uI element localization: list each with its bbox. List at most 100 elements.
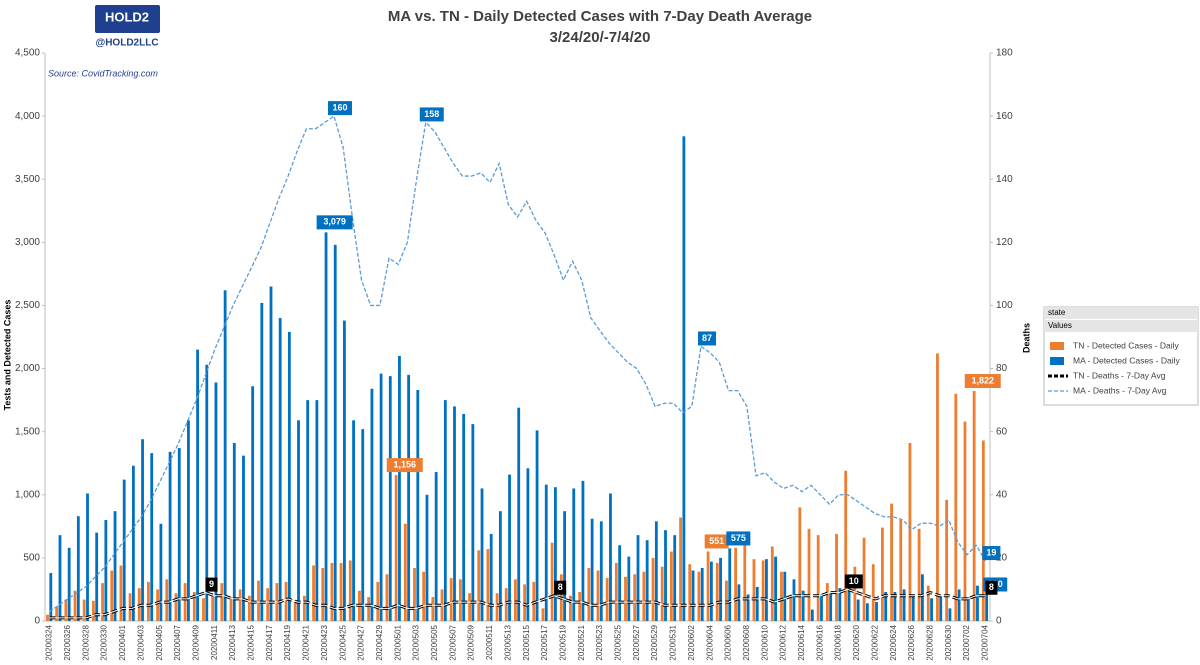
bar bbox=[339, 562, 343, 621]
bar bbox=[352, 420, 355, 621]
y-tick-label: 1,000 bbox=[15, 489, 40, 500]
bar bbox=[159, 523, 163, 621]
bar bbox=[871, 564, 875, 621]
bar bbox=[333, 244, 337, 621]
bar bbox=[605, 578, 609, 621]
x-tick-label: 20200523 bbox=[595, 624, 604, 660]
x-tick-label: 20200401 bbox=[118, 624, 127, 660]
bar bbox=[596, 570, 600, 621]
y2-tick-label: 60 bbox=[996, 426, 1008, 437]
bar bbox=[783, 571, 787, 621]
bar bbox=[361, 429, 365, 621]
y2-tick-label: 160 bbox=[996, 111, 1013, 122]
bar bbox=[489, 533, 493, 621]
bar bbox=[504, 588, 508, 621]
bar bbox=[407, 374, 411, 621]
x-tick-label: 20200602 bbox=[687, 624, 696, 660]
logo: HOLD2 bbox=[105, 9, 149, 24]
bar bbox=[422, 571, 426, 621]
bar bbox=[498, 511, 502, 621]
data-label-box bbox=[704, 534, 729, 549]
bar bbox=[205, 364, 209, 621]
bar bbox=[394, 475, 398, 621]
logo-box bbox=[95, 5, 160, 33]
legend-header[interactable] bbox=[1044, 307, 1198, 319]
bar bbox=[853, 566, 857, 621]
legend-subheader bbox=[1044, 320, 1198, 332]
bar bbox=[581, 480, 585, 621]
x-tick-label: 20200515 bbox=[522, 624, 531, 660]
data-label-box bbox=[985, 580, 998, 595]
y-tick-label: 3,500 bbox=[15, 174, 40, 185]
bar bbox=[251, 386, 255, 621]
bar bbox=[297, 420, 300, 621]
bar bbox=[948, 608, 952, 621]
bar bbox=[719, 557, 722, 621]
bar bbox=[119, 565, 123, 621]
bar bbox=[443, 400, 447, 621]
data-label: 19 bbox=[986, 547, 996, 557]
bar bbox=[477, 550, 481, 621]
bar bbox=[220, 583, 224, 621]
bar bbox=[196, 349, 200, 621]
bar bbox=[278, 318, 282, 621]
bar bbox=[917, 528, 921, 621]
bar bbox=[462, 413, 466, 621]
bar bbox=[697, 571, 701, 621]
bar bbox=[963, 421, 967, 621]
bar bbox=[287, 331, 291, 621]
legend-swatch bbox=[1050, 357, 1064, 365]
data-label: 10 bbox=[849, 576, 859, 586]
bar bbox=[743, 538, 747, 621]
bar bbox=[523, 584, 526, 621]
data-label: 158 bbox=[424, 109, 439, 119]
chart-subtitle: 3/24/20/-7/4/20 bbox=[550, 29, 651, 46]
bar bbox=[434, 472, 438, 621]
bar bbox=[728, 548, 732, 621]
x-tick-label: 20200630 bbox=[944, 624, 953, 660]
bar bbox=[654, 521, 658, 621]
y-tick-label: 4,500 bbox=[15, 48, 40, 59]
x-tick-label: 20200413 bbox=[228, 624, 237, 660]
bar bbox=[376, 581, 380, 621]
bar bbox=[807, 528, 811, 621]
bar bbox=[269, 286, 273, 621]
bar bbox=[514, 579, 517, 621]
x-tick-label: 20200419 bbox=[283, 624, 292, 660]
bar bbox=[449, 578, 453, 621]
bar bbox=[150, 453, 154, 621]
x-tick-label: 20200610 bbox=[760, 624, 769, 660]
y-tick-label: 1,500 bbox=[15, 426, 40, 437]
data-label-box bbox=[964, 374, 1001, 389]
data-label-box bbox=[844, 574, 863, 589]
bar bbox=[572, 488, 576, 621]
x-tick-label: 20200330 bbox=[100, 624, 109, 660]
bar bbox=[761, 560, 765, 621]
bar bbox=[86, 493, 89, 621]
bar bbox=[664, 530, 667, 621]
legend-subtitle: Values bbox=[1048, 321, 1072, 330]
bar bbox=[147, 581, 150, 621]
data-label: 3,079 bbox=[323, 217, 346, 227]
bar bbox=[578, 591, 582, 621]
bar bbox=[458, 579, 462, 621]
data-label-box bbox=[982, 546, 1001, 561]
bar bbox=[844, 470, 848, 621]
bar bbox=[734, 547, 738, 621]
x-tick-label: 20200407 bbox=[173, 624, 182, 660]
bar bbox=[563, 511, 566, 621]
data-label-box bbox=[419, 107, 444, 122]
x-tick-label: 20200531 bbox=[669, 624, 678, 660]
x-tick-label: 20200409 bbox=[191, 624, 200, 660]
bar bbox=[223, 290, 227, 621]
y2-tick-label: 120 bbox=[996, 237, 1013, 248]
y2-tick-label: 140 bbox=[996, 174, 1013, 185]
y-tick-label: 3,000 bbox=[15, 237, 40, 248]
x-tick-label: 20200425 bbox=[338, 624, 347, 660]
bar bbox=[966, 597, 970, 621]
data-label: 8 bbox=[989, 582, 994, 592]
bar bbox=[902, 589, 906, 621]
bar bbox=[385, 574, 389, 621]
bar bbox=[453, 406, 456, 621]
bar bbox=[82, 599, 86, 621]
